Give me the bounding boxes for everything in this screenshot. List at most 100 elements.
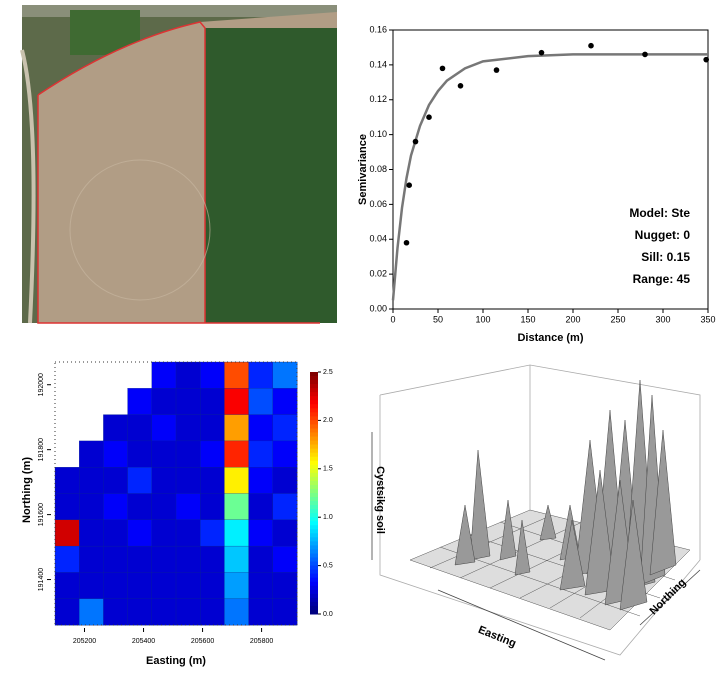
x-tick-label: 205600 [191, 638, 214, 645]
heat-cell [79, 545, 104, 573]
data-point [538, 49, 545, 56]
heat-cell [79, 572, 104, 600]
semivariogram-panel: 0 50 100 150 200 250 300 350 0.00 0.02 0.04 0.06 0.0… [353, 8, 720, 345]
heat-cell [103, 598, 129, 626]
heat-cell [200, 519, 225, 547]
heat-cell [54, 493, 80, 521]
z-axis-label: Cystsikg soil [374, 466, 386, 534]
plot-frame [54, 361, 298, 626]
y-tick-label: 0.04 [369, 234, 387, 244]
colorbar-step [310, 440, 318, 446]
colorbar-label: 0.0 [323, 611, 333, 618]
annotation: Range: 45 [633, 272, 691, 286]
heat-cell [248, 545, 274, 573]
data-point [703, 56, 709, 63]
heat-cell [103, 440, 129, 468]
heat-cell [103, 414, 129, 442]
heat-cell [272, 440, 298, 468]
colorbar-step [310, 501, 318, 506]
heat-cell [272, 467, 298, 494]
heat-cell [151, 598, 177, 626]
colorbar-step [310, 412, 318, 417]
heat-cell [79, 493, 104, 521]
heat-cell [103, 572, 129, 600]
colorbar-step [310, 432, 318, 438]
heat-cell [224, 467, 250, 494]
colorbar-step [310, 537, 318, 542]
colorbar-step [310, 589, 318, 595]
heat-cell [54, 598, 80, 626]
heat-cell [151, 493, 177, 521]
heat-cell [248, 598, 274, 626]
heat-cell [248, 493, 274, 521]
colorbar-step [310, 444, 318, 450]
colorbar-step [310, 404, 318, 409]
y-tick-label: 191800 [38, 438, 45, 461]
colorbar-step [310, 436, 318, 442]
heat-cell [103, 545, 129, 573]
x-tick-label: 205400 [132, 638, 155, 645]
colorbar-label: 1.5 [323, 466, 333, 473]
heat-cell [200, 598, 225, 626]
heat-cell [79, 519, 104, 547]
data-point [403, 239, 410, 246]
heat-cell [200, 388, 225, 416]
heat-cell [175, 414, 201, 442]
colorbar-step [310, 376, 318, 381]
colorbar-step [310, 400, 318, 405]
colorbar-step [310, 601, 318, 607]
data-point [439, 65, 446, 72]
colorbar-step [310, 565, 318, 571]
heat-cell [79, 440, 104, 468]
x-tick-label: 100 [475, 314, 490, 324]
heat-cell [200, 467, 225, 494]
heat-cell [175, 440, 201, 468]
heat-cell [151, 440, 177, 468]
heat-cell [103, 519, 129, 547]
colorbar-step [310, 581, 318, 587]
data-point [457, 83, 464, 89]
colorbar-step [310, 597, 318, 603]
heat-cell [127, 572, 153, 600]
colorbar-step [310, 484, 318, 490]
x-tick-label: 250 [610, 314, 625, 324]
colorbar-step [310, 513, 318, 518]
heat-cell [224, 572, 250, 600]
y-tick-label: 192000 [38, 373, 45, 396]
surface-spikes [454, 379, 677, 611]
colorbar-step [310, 529, 318, 534]
heat-cell [272, 493, 298, 521]
colorbar-step [310, 480, 318, 486]
x-tick-label: 205800 [250, 638, 273, 645]
heat-cell [151, 361, 177, 389]
heat-cell [151, 519, 177, 547]
heat-cell [248, 388, 274, 416]
heat-cell [175, 545, 201, 573]
data-point [588, 42, 594, 49]
colorbar-step [310, 424, 318, 429]
data-point [406, 182, 413, 188]
y-axis-label: Northing (m) [21, 457, 33, 523]
y-axis-label: Semivariance [357, 134, 369, 205]
colorbar-step [310, 396, 318, 401]
heat-cell [103, 493, 129, 521]
heat-cell [272, 545, 298, 573]
colorbar-step [310, 533, 318, 538]
colorbar-step [310, 517, 318, 522]
y-tick-label: 0.16 [369, 24, 387, 34]
heat-cell [54, 519, 80, 547]
fit-line [391, 53, 708, 301]
satellite-image [20, 5, 337, 324]
colorbar-step [310, 493, 318, 498]
colorbar-step [310, 577, 318, 583]
y-tick-label: 0.02 [369, 269, 387, 279]
heat-cell [175, 598, 201, 626]
heat-cell [248, 467, 274, 494]
heat-cell [224, 388, 250, 416]
heatmap-panel: 205200 205400 205600 205800 191400 191600 1918… [21, 352, 337, 671]
x-axis-label: Easting (m) [146, 655, 206, 667]
y-tick-label: 0.10 [369, 129, 387, 139]
heat-cell [200, 414, 225, 442]
heat-cell [127, 493, 153, 521]
heat-cell [127, 598, 153, 626]
